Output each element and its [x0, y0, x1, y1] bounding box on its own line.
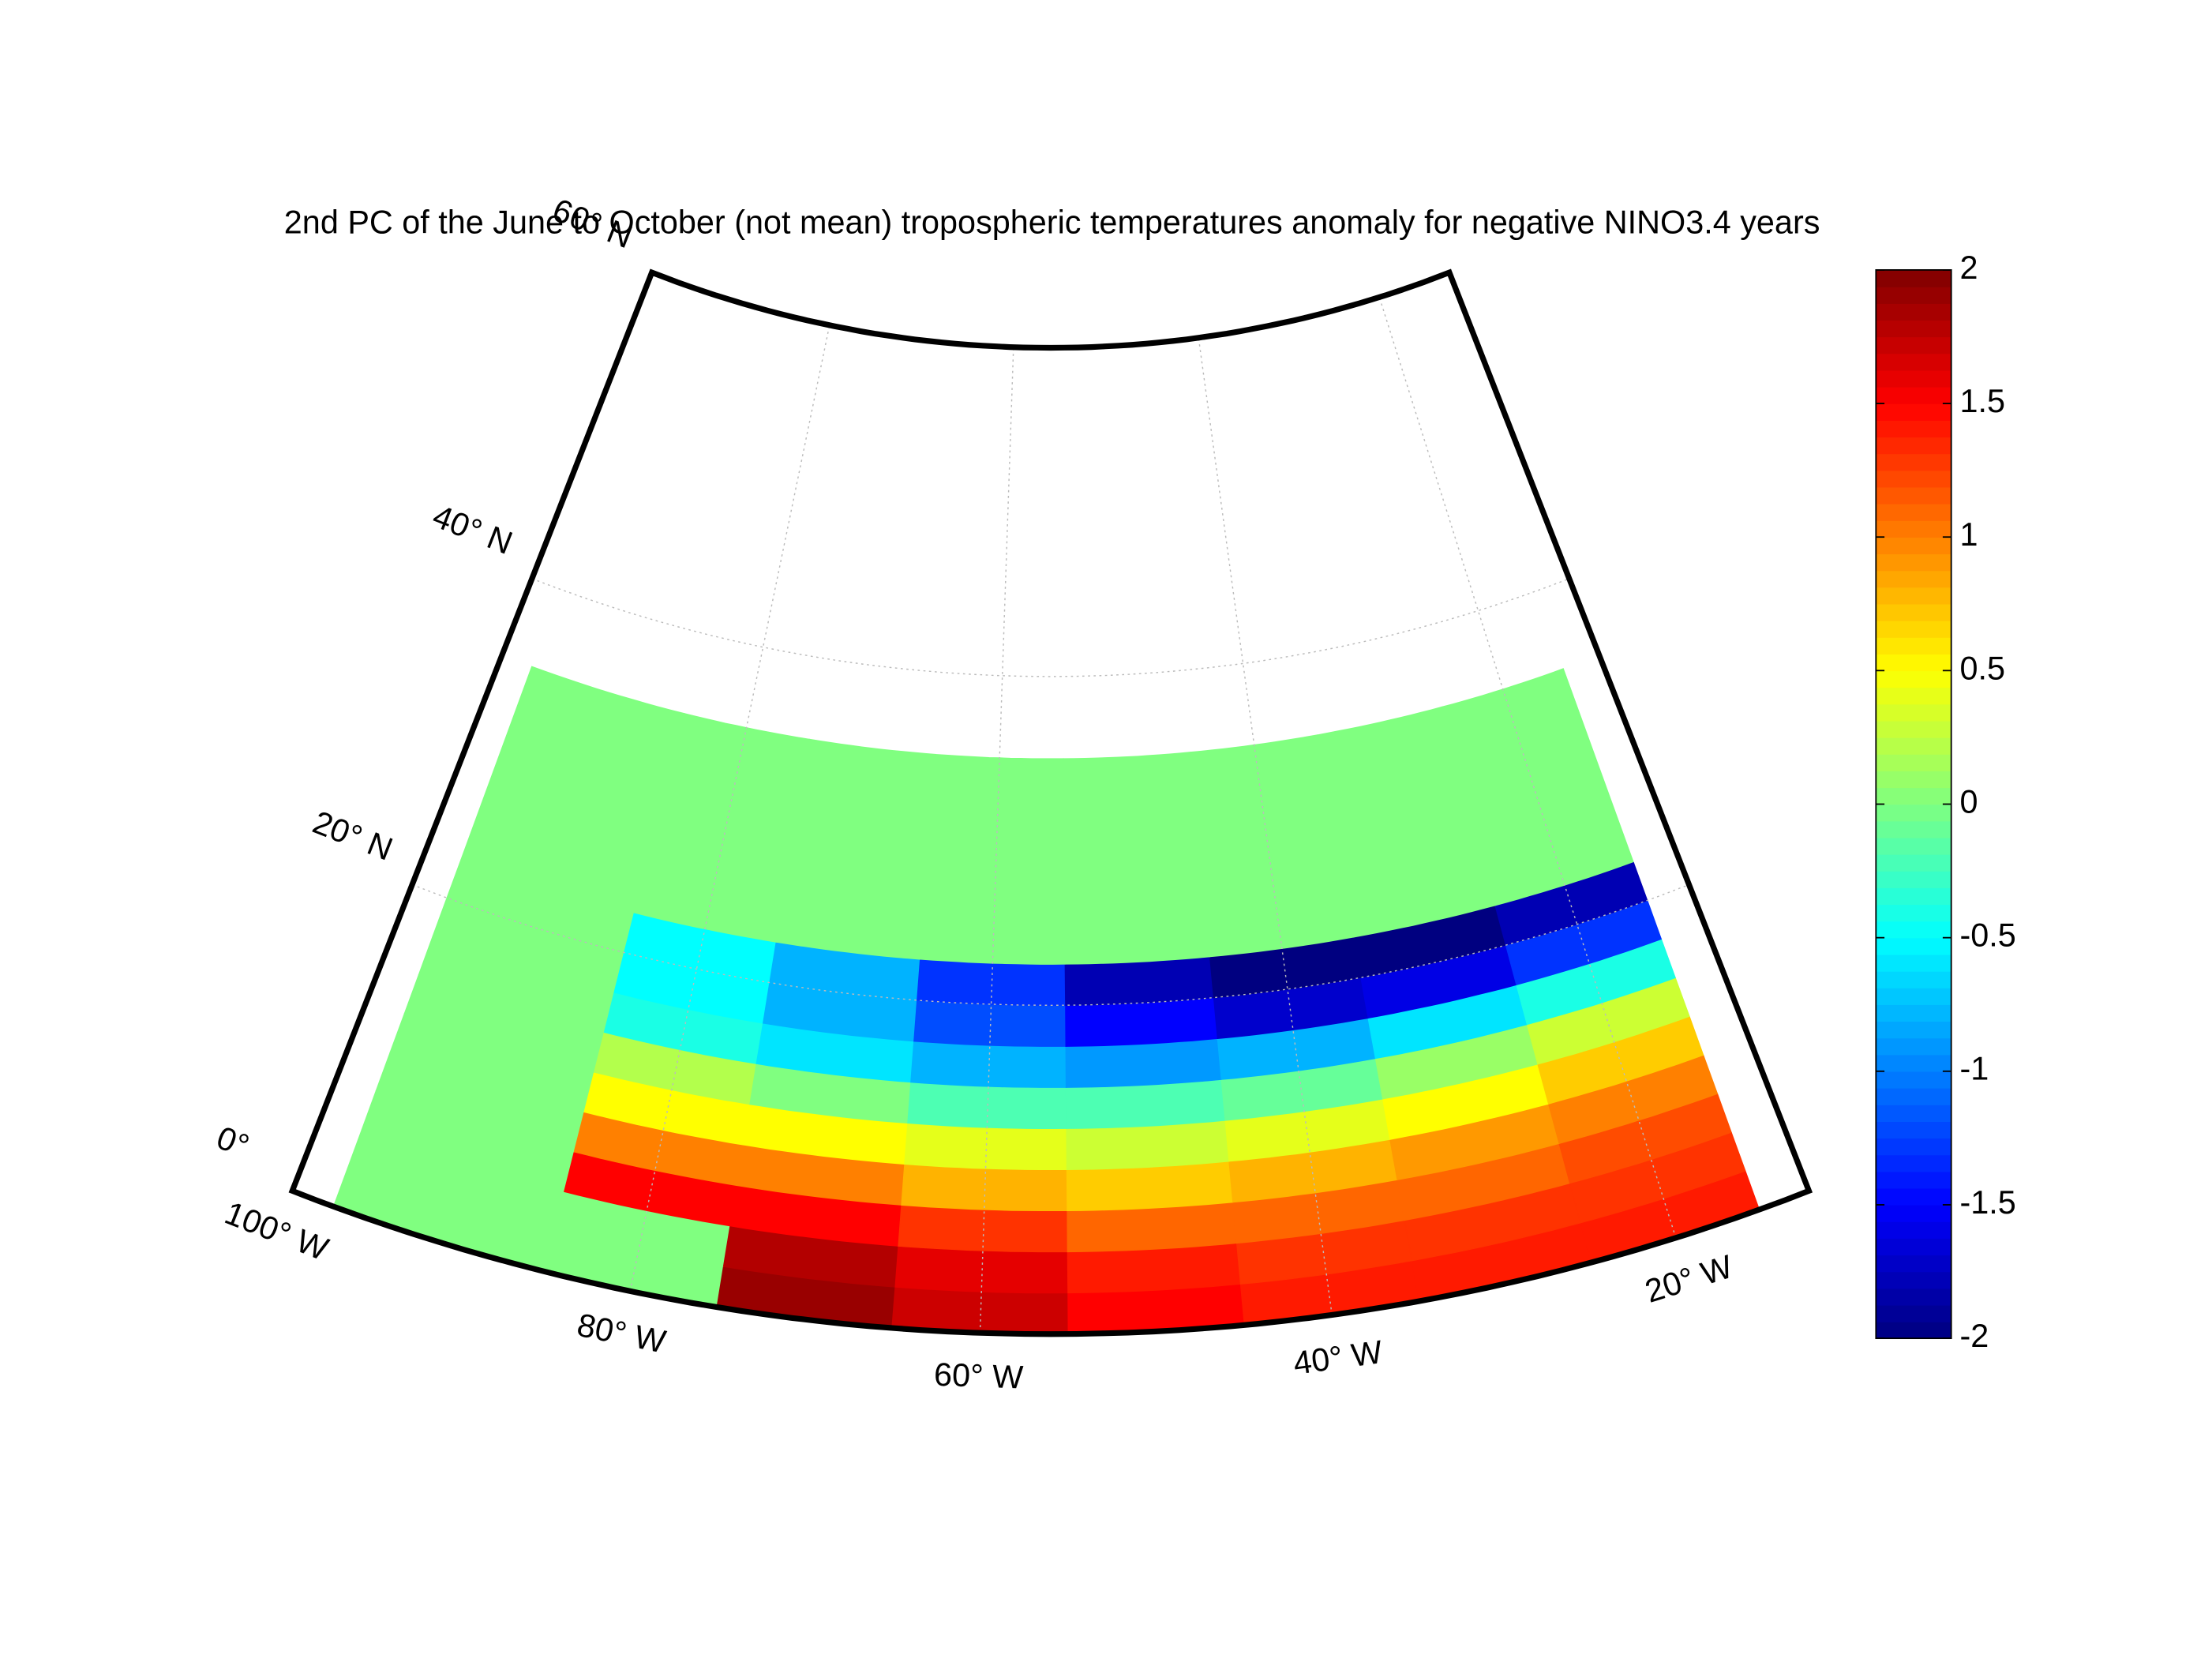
colorbar-swatch [1876, 988, 1951, 1005]
colorbar-swatch [1876, 287, 1951, 304]
map-frame [288, 268, 1813, 1337]
map-title: 2nd PC of the June to October (not mean)… [284, 204, 1820, 240]
colorbar-tick-label: -2 [1959, 1318, 1989, 1354]
colorbar-swatch [1876, 553, 1951, 572]
colorbar-swatch [1876, 720, 1951, 738]
colorbar-swatch [1876, 453, 1951, 471]
colorbar-swatch [1876, 1238, 1951, 1256]
colorbar-tick-label: -0.5 [1959, 917, 2015, 954]
colorbar-swatch [1876, 921, 1951, 939]
field-cell [904, 1122, 1067, 1171]
colorbar-swatch [1876, 1271, 1951, 1289]
colorbar: -2 -1.5 -1 -0.5 0 0.5 1 1.5 2 [1875, 249, 2016, 1354]
colorbar-swatch [1876, 587, 1951, 605]
colorbar-swatch [1876, 1004, 1951, 1022]
colorbar-swatch [1876, 603, 1951, 621]
colorbar-swatch [1876, 1171, 1951, 1189]
colorbar-swatch [1876, 937, 1951, 955]
colorbar-swatch [1876, 403, 1951, 421]
colorbar-swatch [1876, 737, 1951, 755]
colorbar-swatch [1876, 369, 1951, 388]
parallel-grid-line [411, 883, 1689, 1007]
colorbar-swatch [1876, 837, 1951, 855]
colorbar-swatch [1876, 1071, 1951, 1089]
colorbar-swatch [1876, 687, 1951, 705]
field-cell [1441, 668, 1634, 906]
colorbar-swatch [1876, 970, 1951, 988]
colorbar-swatch [1876, 570, 1951, 588]
colorbar-swatch [1876, 537, 1951, 555]
colorbar-swatch [1876, 1255, 1951, 1273]
colorbar-tick-label: -1 [1959, 1051, 1989, 1087]
colorbar-tick-label: 0 [1959, 783, 1978, 820]
colorbar-swatch [1876, 654, 1951, 672]
colorbar-swatch [1876, 771, 1951, 789]
colorbar-swatch [1876, 1138, 1951, 1156]
colorbar-swatch [1876, 1154, 1951, 1172]
field-cell [910, 1041, 1067, 1088]
colorbar-swatch [1876, 503, 1951, 521]
colorbar-tick-label: 0.5 [1959, 650, 2005, 686]
colorbar-swatch [1876, 486, 1951, 505]
field-layer [332, 666, 1760, 1335]
colorbar-swatch [1876, 804, 1951, 822]
colorbar-swatch [1876, 1321, 1951, 1339]
colorbar-tick-label: 1.5 [1959, 383, 2005, 419]
colorbar-swatch [1876, 1121, 1951, 1139]
colorbar-swatch [1876, 1204, 1951, 1222]
colorbar-swatch [1876, 1105, 1951, 1122]
colorbar-swatch [1876, 1087, 1951, 1105]
colorbar-swatch [1876, 637, 1951, 655]
colorbar-swatch [1876, 670, 1951, 688]
colorbar-swatch [1876, 703, 1951, 722]
colorbar-swatch [1876, 904, 1951, 922]
colorbar-swatch [1876, 336, 1951, 354]
colorbar-swatch [1876, 1187, 1951, 1206]
colorbar-swatch [1876, 820, 1951, 838]
parallel-grid-line [531, 578, 1570, 677]
colorbar-swatch [1876, 353, 1951, 371]
colorbar-swatch [1876, 1054, 1951, 1072]
colorbar-swatch [1876, 1037, 1951, 1056]
field-cell [898, 1204, 1068, 1253]
colorbar-swatch [1876, 320, 1951, 338]
field-cell [901, 1163, 1068, 1212]
colorbar-swatch [1876, 470, 1951, 488]
colorbar-tick-label: 2 [1959, 249, 1978, 286]
colorbar-tick-label: 1 [1959, 516, 1978, 553]
colorbar-swatch [1876, 520, 1951, 538]
colorbar-tick-label: -1.5 [1959, 1184, 2015, 1221]
colorbar-swatch [1876, 1288, 1951, 1306]
colorbar-swatch [1876, 754, 1951, 771]
field-cell [917, 958, 1067, 1006]
colorbar-swatch [1876, 853, 1951, 872]
colorbar-swatch [1876, 871, 1951, 888]
colorbar-swatch [1876, 269, 1951, 287]
lon-tick-label: 60° W [933, 1356, 1024, 1396]
field-cell [920, 753, 1066, 965]
colorbar-swatch [1876, 1221, 1951, 1239]
field-cell [913, 1000, 1067, 1047]
colorbar-swatch [1876, 787, 1951, 805]
colorbar-swatch [1876, 954, 1951, 972]
colorbar-swatch [1876, 620, 1951, 638]
colorbar-swatch [1876, 887, 1951, 906]
field-cell [1063, 752, 1211, 965]
colorbar-swatch [1876, 1304, 1951, 1322]
colorbar-swatch [1876, 303, 1951, 321]
colorbar-swatch [1876, 420, 1951, 438]
colorbar-swatch [1876, 386, 1951, 404]
frame-layer [288, 268, 1813, 1337]
colorbar-swatch [1876, 437, 1951, 455]
colorbar-swatch [1876, 1021, 1951, 1039]
